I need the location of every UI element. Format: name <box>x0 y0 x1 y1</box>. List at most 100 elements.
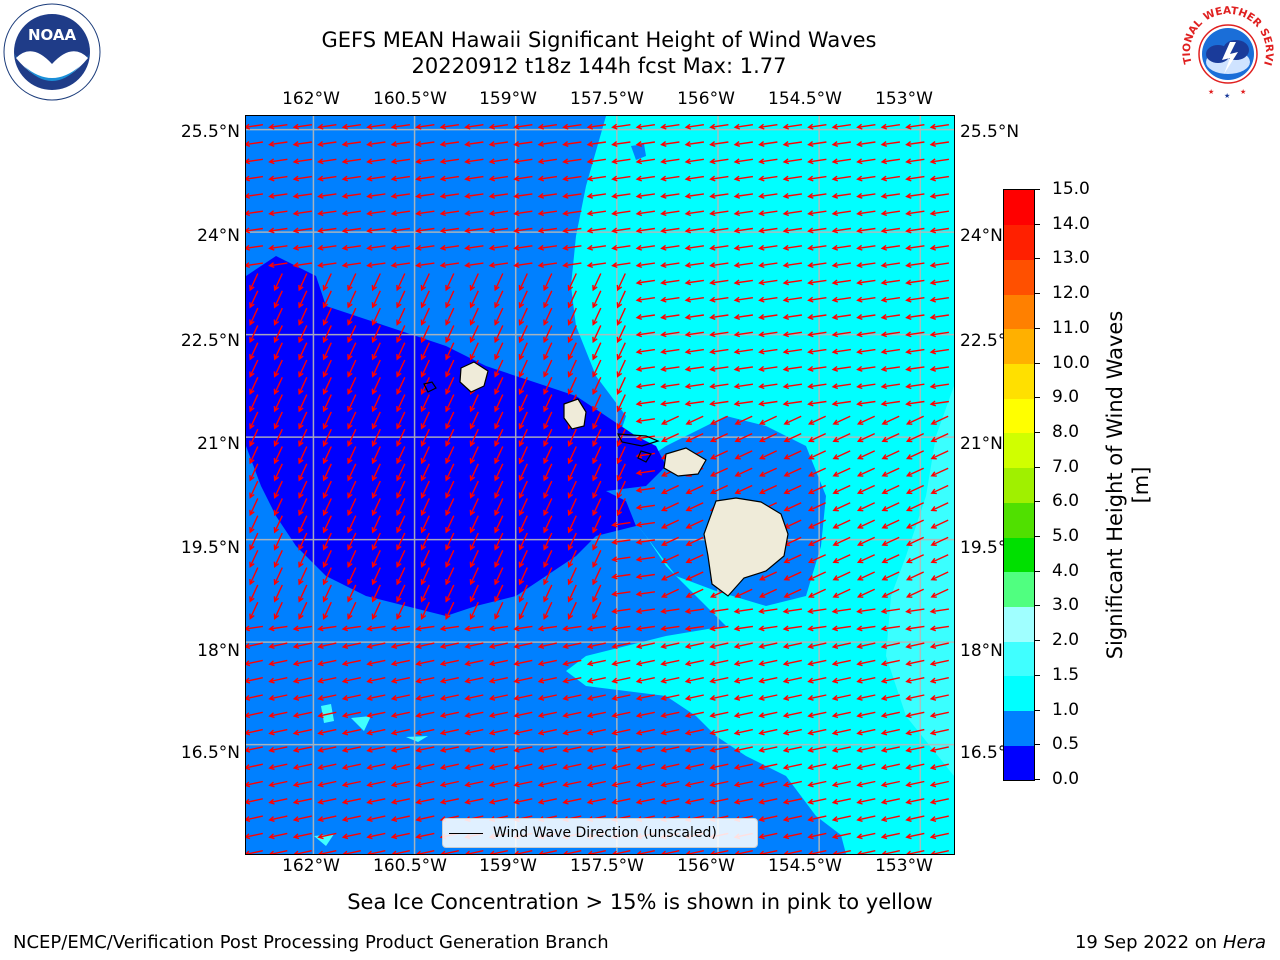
wind-arrow <box>660 554 679 564</box>
wind-arrow <box>709 415 728 425</box>
wind-arrow <box>807 262 827 269</box>
wind-arrow <box>246 815 263 822</box>
wind-arrow <box>929 141 950 147</box>
wind-arrow <box>469 394 479 413</box>
footer-date-text: 19 Sep 2022 on <box>1074 932 1218 953</box>
wind-arrow <box>616 480 626 499</box>
wind-arrow <box>807 331 827 338</box>
wind-arrow <box>905 625 925 632</box>
wind-arrow <box>611 556 631 563</box>
wind-arrow <box>592 359 602 378</box>
wind-arrow <box>807 383 827 390</box>
wind-arrow <box>856 694 876 701</box>
wind-arrow <box>857 850 876 854</box>
lon-tick-bottom: 154.5°W <box>768 856 842 876</box>
wind-arrow <box>342 850 361 854</box>
wind-arrow <box>464 659 484 667</box>
wind-arrow <box>246 625 264 632</box>
wind-arrow <box>347 325 357 344</box>
wind-arrow <box>709 763 729 771</box>
wind-arrow <box>249 359 259 378</box>
wind-arrow <box>366 659 386 667</box>
colorbar-tick-mark <box>1034 327 1040 329</box>
wind-arrow <box>758 348 778 355</box>
wind-arrow <box>880 746 900 753</box>
wind-arrow <box>298 532 308 551</box>
wind-arrow <box>684 365 705 372</box>
wind-arrow <box>268 659 288 667</box>
wind-arrow <box>537 141 558 147</box>
wind-arrow <box>390 123 411 130</box>
wind-arrow <box>371 515 381 534</box>
wind-arrow <box>464 227 484 234</box>
wind-arrow <box>592 290 602 309</box>
wind-arrow <box>635 763 655 771</box>
wind-arrow <box>929 659 949 667</box>
wind-arrow <box>684 677 704 684</box>
wind-arrow <box>562 625 582 632</box>
wind-arrow <box>929 296 950 303</box>
wind-arrow <box>684 192 705 199</box>
wind-arrow <box>880 210 901 217</box>
wind-arrow <box>880 365 901 372</box>
map-panel[interactable] <box>245 115 955 855</box>
wind-arrow <box>420 463 430 482</box>
wind-arrow <box>758 798 778 805</box>
wind-arrow <box>567 515 577 534</box>
wind-arrow <box>513 158 533 165</box>
wind-arrow <box>366 677 386 684</box>
wind-arrow <box>660 141 680 147</box>
wind-arrow <box>782 625 803 632</box>
wind-arrow <box>611 711 631 719</box>
wind-arrow <box>807 348 827 355</box>
wind-arrow <box>268 175 288 182</box>
wind-arrow <box>341 642 361 649</box>
wind-arrow <box>635 487 656 493</box>
wind-arrow <box>273 325 283 344</box>
wind-arrow <box>783 571 802 581</box>
wind-arrow <box>371 601 381 620</box>
wind-arrow <box>415 815 435 822</box>
wind-arrow <box>758 694 778 701</box>
wind-arrow <box>660 571 679 581</box>
wind-arrow <box>273 463 283 482</box>
wind-arrow <box>832 850 851 854</box>
wind-arrow <box>273 480 283 499</box>
wind-arrow <box>616 377 626 396</box>
wind-arrow <box>660 365 680 372</box>
wind-arrow <box>249 515 259 534</box>
wind-arrow <box>905 519 924 529</box>
wind-arrow <box>317 625 337 632</box>
wind-arrow <box>469 584 479 603</box>
wind-arrow <box>758 365 778 372</box>
wind-arrow <box>930 554 949 564</box>
wind-arrow <box>733 296 754 303</box>
wind-arrow <box>469 307 479 326</box>
wind-arrow <box>390 158 411 165</box>
colorbar-segment <box>1004 398 1034 434</box>
wind-arrow <box>543 550 553 569</box>
footer-host: Hera <box>1222 932 1266 953</box>
wind-arrow <box>494 532 504 551</box>
wind-arrow <box>562 659 582 667</box>
colorbar-segment <box>1004 502 1034 538</box>
wind-arrow <box>543 342 553 361</box>
wind-arrow <box>635 435 656 442</box>
wind-arrow <box>246 694 263 701</box>
wind-arrow <box>273 342 283 361</box>
wind-arrow <box>420 394 430 413</box>
wind-arrow <box>518 394 528 413</box>
wind-arrow <box>366 227 386 234</box>
wind-arrow <box>292 227 313 234</box>
wind-arrow <box>660 279 680 286</box>
wind-arrow <box>518 446 528 465</box>
wind-arrow <box>488 244 509 251</box>
wind-arrow <box>592 446 602 465</box>
wind-arrow <box>880 331 901 338</box>
wind-arrow <box>929 677 949 684</box>
wind-arrow <box>518 377 528 396</box>
wind-arrow <box>733 659 753 667</box>
wind-arrow <box>439 210 460 217</box>
wind-arrow <box>758 192 778 199</box>
wind-arrow <box>592 273 602 292</box>
